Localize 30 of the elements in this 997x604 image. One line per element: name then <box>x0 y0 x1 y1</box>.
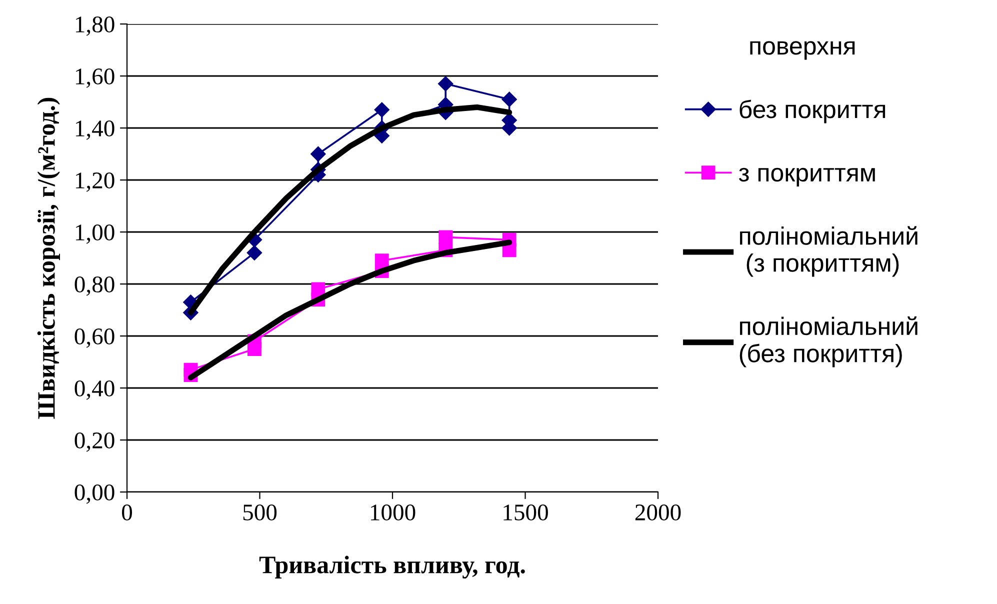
legend-label: з покриттям <box>738 168 875 187</box>
point <box>438 230 453 244</box>
y-tick-label: 0,80 <box>74 276 114 296</box>
x-tick-label: 2000 <box>635 504 681 520</box>
y-tick-label: 1,00 <box>76 224 114 244</box>
y-tick-label: 0,00 <box>74 484 114 504</box>
x-tick-label: 1500 <box>504 504 548 520</box>
x-tick-label: 1000 <box>370 504 416 520</box>
y-tick-label: 0,20 <box>74 432 114 452</box>
y-tick-label: 1,60 <box>76 68 114 88</box>
point <box>311 282 326 296</box>
legend-label: без покриття <box>740 100 886 124</box>
point <box>310 146 326 162</box>
point <box>374 254 389 268</box>
y-tick-label: 1,80 <box>76 16 114 36</box>
point <box>374 102 390 118</box>
point <box>246 245 262 260</box>
y-tick-label: 0,60 <box>74 328 114 348</box>
x-tick-label: 0 <box>122 504 132 520</box>
legend-label: поліноміальний (без покриття) <box>740 316 918 368</box>
y-axis-title: Швидкість корозії, г/(м²год.) <box>37 98 60 419</box>
y-tick-label: 1,40 <box>76 120 114 140</box>
x-axis-title: Тривалість впливу, год. <box>259 556 525 579</box>
y-tick-label: 1,20 <box>76 172 114 192</box>
x-tick-label: 500 <box>243 504 277 520</box>
point <box>502 92 517 107</box>
y-tick-label: 0,40 <box>74 380 114 400</box>
point <box>438 76 454 92</box>
legend-title: поверхня <box>750 41 855 60</box>
legend-label: поліноміальний (з покриттям) <box>740 226 918 277</box>
